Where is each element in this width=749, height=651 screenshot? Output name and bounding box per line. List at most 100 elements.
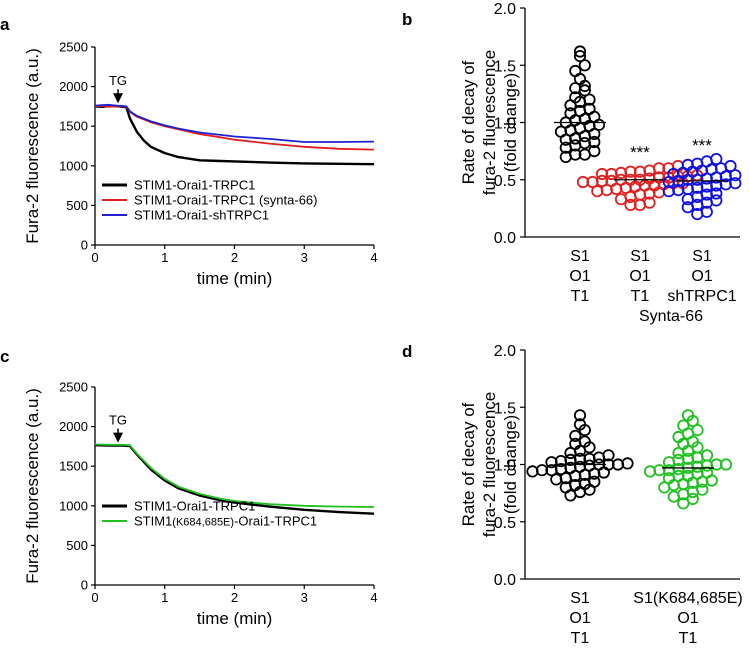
legend-label-2: STIM1(K684,685E)-Orai1-TRPC1 [134, 514, 317, 529]
data-point [719, 458, 733, 471]
y-tick-label: 1500 [59, 459, 88, 474]
data-point [578, 84, 591, 97]
data-point [576, 175, 590, 189]
category-label-line: T1 [571, 288, 590, 305]
x-tick-label: 3 [301, 590, 308, 605]
x-tick-label: 1 [161, 250, 168, 265]
y-tick-label: 0.5 [494, 173, 516, 190]
data-point [573, 409, 587, 422]
data-point [686, 492, 699, 505]
data-point [710, 187, 723, 200]
y-axis-title-line: fura-2 fluorescence [480, 392, 499, 538]
legend-label-3: STIM1-Orai1-shTRPC1 [134, 208, 269, 223]
data-point [691, 423, 704, 437]
y-tick-label: 1.5 [494, 400, 516, 417]
series-line-3 [94, 103, 375, 143]
y-tick-label: 2.0 [494, 343, 516, 360]
y-tick-label: 0.0 [494, 572, 516, 589]
category-label-line: S1(K684,685E) [633, 590, 742, 607]
data-point [578, 423, 591, 437]
tg-label: TG [109, 73, 127, 88]
y-tick-label: 0.5 [494, 515, 516, 532]
category-label-line: S1 [630, 248, 650, 265]
panel-a-line-chart: 0 1 2 3 4 0 500 1000 1500 2000 2500 time (min) Fura-… [23, 40, 378, 289]
panel-letter-b: b [402, 10, 412, 29]
x-tick-label: 4 [370, 250, 377, 265]
y-tick-label: 2500 [59, 40, 88, 55]
category-label-line: T1 [631, 288, 650, 305]
y-tick-label: 2000 [59, 419, 88, 434]
x-tick-label: 2 [231, 250, 238, 265]
category-label-line: S1 [692, 248, 712, 265]
data-point [592, 118, 606, 131]
category-label-line: O1 [677, 610, 698, 627]
data-point [700, 205, 713, 218]
x-tick-label: 2 [231, 590, 238, 605]
data-point [569, 429, 582, 442]
y-axis-title-line: (fold change) [501, 73, 520, 172]
category-label-line: S1 [570, 590, 590, 607]
data-point [588, 127, 601, 140]
tg-arrow-icon [113, 93, 124, 104]
x-tick-label: 1 [161, 590, 168, 605]
data-point [573, 49, 587, 63]
y-axis-title-line: (fold change) [501, 415, 520, 514]
category-label-line: O1 [569, 268, 590, 285]
category-label-line: O1 [691, 268, 712, 285]
category-label-line: T1 [679, 630, 698, 647]
y-tick-label: 1.5 [494, 58, 516, 75]
panel-b-dot-plot: 0.0 0.5 1.0 1.5 2.0 Rate of decay of fura-2 fl… [459, 1, 742, 325]
y-tick-label: 2000 [59, 79, 88, 94]
data-point [653, 464, 666, 477]
y-axis-title-line: Rate of decay of [459, 60, 478, 184]
tg-arrow-icon [113, 432, 124, 443]
panel-letter-c: c [0, 347, 9, 366]
y-tick-label: 0.0 [494, 230, 516, 247]
data-point [583, 93, 596, 106]
significance-marker: *** [692, 136, 712, 155]
data-point [652, 162, 666, 175]
tg-label: TG [109, 413, 127, 428]
y-tick-label: 1.0 [494, 458, 516, 475]
data-point [583, 441, 596, 454]
y-axis-title: Fura-2 fluorescence (a.u.) [23, 48, 42, 244]
y-axis-title: Fura-2 fluorescence (a.u.) [23, 388, 42, 584]
legend-label-1: STIM1-Orai1-TRPC1 [134, 499, 255, 514]
data-point [686, 414, 699, 428]
data-point [578, 79, 591, 93]
data-point [595, 174, 609, 187]
data-point [597, 466, 610, 479]
data-point [569, 148, 582, 161]
data-point [588, 135, 601, 149]
y-tick-label: 500 [66, 538, 88, 553]
data-point [705, 474, 718, 487]
y-tick-label: 2500 [59, 380, 88, 395]
category-label-line: O1 [629, 268, 650, 285]
data-point [583, 483, 596, 496]
series-line-2 [94, 443, 375, 508]
data-point [729, 177, 742, 190]
data-point [729, 169, 742, 182]
panel-d-dot-plot: 0.0 0.5 1.0 1.5 2.0 Rate of decay of fura-2 fl… [459, 343, 743, 647]
synta-66-label: Synta-66 [639, 308, 703, 325]
category-label-line: shTRPC1 [667, 288, 736, 305]
y-tick-label: 1000 [59, 158, 88, 173]
x-tick-label: 0 [91, 250, 98, 265]
legend-label-1: STIM1-Orai1-TRPC1 [134, 178, 255, 193]
y-tick-label: 500 [66, 198, 88, 213]
legend-label-part: -Orai1-TRPC1 [234, 514, 317, 529]
data-point [696, 483, 709, 496]
legend-label-2: STIM1-Orai1-TRPC1 (synta-66) [134, 193, 317, 208]
data-point [710, 194, 723, 207]
panel-c-line-chart: 0 1 2 3 4 0 500 1000 1500 2000 2500 time (min) Fura-… [23, 380, 378, 629]
data-point [588, 145, 601, 158]
series-line-2 [94, 105, 375, 151]
x-axis-title: time (min) [197, 609, 273, 628]
legend-label-part: (K684,685E) [172, 517, 234, 529]
y-tick-label: 1000 [59, 498, 88, 513]
series-line-1 [94, 104, 375, 166]
data-point [602, 449, 615, 462]
y-tick-label: 1500 [59, 119, 88, 134]
data-point [700, 449, 714, 462]
